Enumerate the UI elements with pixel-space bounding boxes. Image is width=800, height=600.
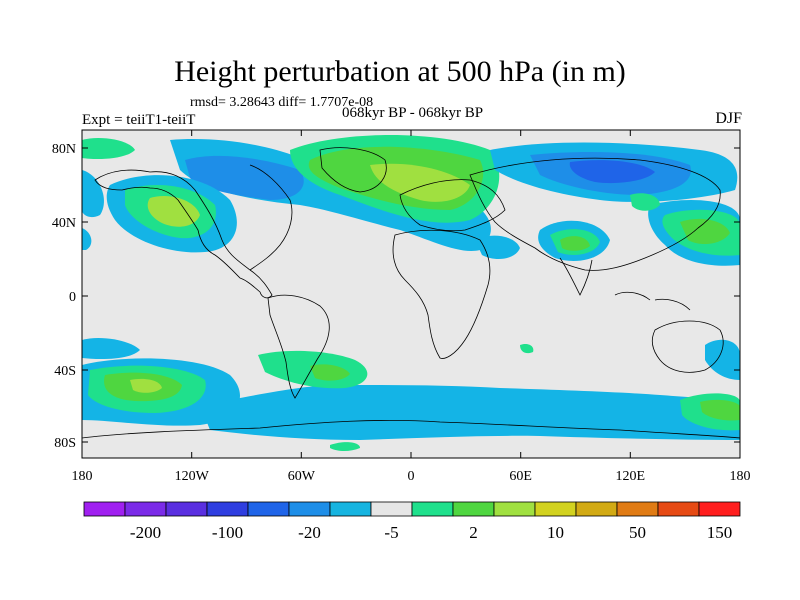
green-contour-northwest-pacific xyxy=(680,218,730,245)
colorbar-swatch xyxy=(124,501,167,517)
yellowgreen-contour-europe xyxy=(370,163,470,202)
lon-label: 180 xyxy=(730,469,751,484)
blue-contour-middle-east xyxy=(475,235,520,260)
teal-contour-south-africa xyxy=(520,343,534,354)
colorbar-swatch xyxy=(329,501,372,517)
contour-field xyxy=(82,130,740,458)
lon-labels: 180 120W 60W 0 60E 120E 180 xyxy=(72,469,751,484)
lon-label: 120W xyxy=(175,469,210,484)
lon-label: 120E xyxy=(616,469,646,484)
coast-north-america xyxy=(94,169,273,299)
lat-label: 40N xyxy=(52,216,76,231)
colorbar-swatch xyxy=(288,501,331,517)
lon-label: 60W xyxy=(288,469,316,484)
coast-australia xyxy=(651,320,724,373)
colorbar-swatch xyxy=(370,501,413,517)
colorbar-label: -200 xyxy=(130,523,161,542)
colorbar-swatch xyxy=(493,501,536,517)
teal-contour-northpacific-top xyxy=(82,138,135,160)
colorbar-swatch xyxy=(657,501,700,517)
period-text: 068kyr BP - 068kyr BP xyxy=(341,105,484,121)
coastlines xyxy=(82,147,740,439)
coast-africa xyxy=(392,229,491,359)
colorbar-swatch xyxy=(698,501,741,517)
colorbar-label: -20 xyxy=(298,523,321,542)
colorbar-label: -100 xyxy=(212,523,243,542)
teal-contour-antarctic xyxy=(330,442,360,451)
blue-contour-southern-ocean xyxy=(200,385,740,440)
colorbar-swatch xyxy=(452,501,495,517)
green-contour-southeast-pacific xyxy=(700,399,740,421)
colorbar-swatch xyxy=(247,501,290,517)
colorbar-labels: -200 -100 -20 -5 2 10 50 150 xyxy=(130,523,732,542)
lat-label: 0 xyxy=(69,290,76,305)
colorbar-label: 50 xyxy=(629,523,646,542)
yellowgreen-contour-northpacific xyxy=(147,195,200,227)
colorbar xyxy=(83,501,741,517)
coast-greenland xyxy=(319,147,387,193)
stats-text: rmsd= 3.28643 diff= 1.7707e-08 xyxy=(190,95,374,110)
yellowgreen-contour-south-pacific xyxy=(130,378,162,393)
colorbar-label: 2 xyxy=(469,523,478,542)
coast-asia xyxy=(469,157,721,271)
lat-labels: 80N 40N 0 40S 80S xyxy=(52,142,76,451)
colorbar-swatch xyxy=(83,501,126,517)
colorbar-label: 10 xyxy=(547,523,564,542)
season-label: DJF xyxy=(715,110,742,127)
colorbar-swatch xyxy=(575,501,618,517)
experiment-label: Expt = teiiT1-teiiT xyxy=(82,112,196,128)
map-title: Height perturbation at 500 hPa (in m) xyxy=(174,55,626,88)
lat-label: 80S xyxy=(54,436,76,451)
coast-south-america xyxy=(267,294,330,399)
colorbar-label: -5 xyxy=(384,523,398,542)
colorbar-swatch xyxy=(411,501,454,517)
lon-label: 60E xyxy=(509,469,532,484)
deepblue-contour-siberia xyxy=(569,160,655,184)
lat-label: 40S xyxy=(54,364,76,379)
lon-label: 0 xyxy=(408,469,415,484)
colorbar-swatch xyxy=(616,501,659,517)
colorbar-swatch xyxy=(534,501,577,517)
teal-contour-china xyxy=(630,193,660,211)
coast-antarctica xyxy=(82,419,740,439)
green-contour-india xyxy=(560,236,590,251)
blue-contour-australia-east xyxy=(705,339,740,380)
blue-contour-westpacific-edge xyxy=(82,170,104,218)
blue-contour-south-pacific xyxy=(82,338,140,360)
colorbar-label: 150 xyxy=(707,523,733,542)
lat-label: 80N xyxy=(52,142,76,157)
coast-india xyxy=(559,257,593,296)
colorbar-swatch xyxy=(206,501,249,517)
coast-europe xyxy=(399,179,506,232)
green-contour-south-atlantic xyxy=(310,364,350,381)
coast-indonesia xyxy=(614,291,691,311)
colorbar-swatch xyxy=(165,501,208,517)
axis-ticks xyxy=(81,130,741,458)
coast-north-america-east xyxy=(249,164,293,271)
lon-label: 180 xyxy=(72,469,93,484)
blue-contour-left-edge-40n xyxy=(82,228,92,250)
